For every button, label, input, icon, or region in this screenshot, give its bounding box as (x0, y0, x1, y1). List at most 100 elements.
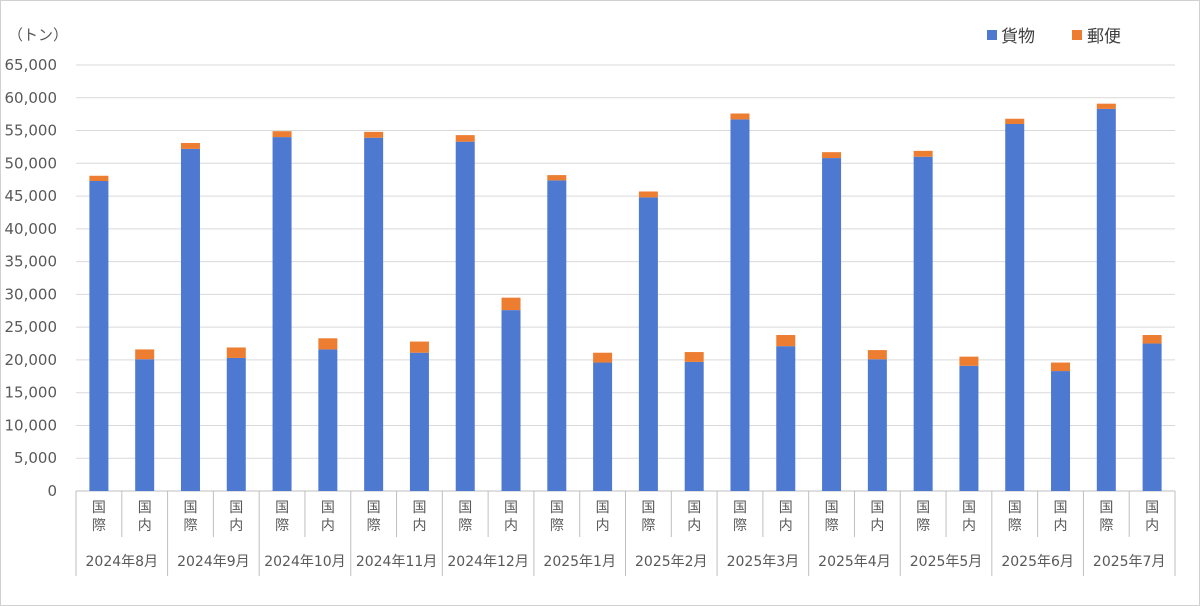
x-category-label: 国 (138, 500, 152, 516)
bar-segment-mail (226, 347, 246, 358)
bar-segment-cargo (501, 310, 521, 491)
x-month-label: 2025年6月 (1001, 554, 1074, 570)
legend: 貨物 郵便 (987, 27, 1121, 47)
x-category-label: 国 (733, 500, 747, 516)
x-category-label: 内 (687, 518, 701, 534)
x-category-label: 際 (641, 518, 655, 534)
bar-segment-cargo (1142, 343, 1162, 491)
x-category-label: 国 (183, 500, 197, 516)
x-category-label: 国 (275, 500, 289, 516)
bar-segment-mail (180, 142, 200, 149)
bar-segment-mail (455, 135, 475, 142)
x-category-label: 国 (1008, 500, 1022, 516)
x-category-label: 内 (138, 518, 152, 534)
bar-segment-cargo (959, 365, 979, 491)
y-axis-unit-label: （トン） (8, 26, 68, 44)
x-category-label: 内 (229, 518, 243, 534)
x-category-label: 国 (1099, 500, 1113, 516)
bar-segment-mail (959, 356, 979, 366)
x-month-label: 2025年7月 (1093, 554, 1166, 570)
x-category-label: 内 (1054, 518, 1068, 534)
bar-segment-cargo (913, 156, 933, 491)
bar-segment-cargo (364, 137, 384, 492)
x-category-label: 国 (321, 500, 335, 516)
bar-segment-cargo (684, 361, 704, 491)
bars (89, 103, 1162, 492)
x-category-label: 国 (367, 500, 381, 516)
bar-segment-mail (89, 175, 109, 182)
bar-segment-cargo (409, 352, 429, 491)
x-category-label: 際 (92, 518, 106, 534)
x-month-label: 2024年10月 (264, 554, 345, 570)
legend-swatch-cargo (987, 30, 997, 40)
bar-segment-cargo (593, 362, 613, 491)
y-tick-label: 50,000 (5, 154, 58, 172)
x-category-label: 際 (1008, 518, 1022, 534)
x-category-label: 際 (733, 518, 747, 534)
x-month-label: 2025年1月 (543, 554, 616, 570)
bar-segment-cargo (1005, 123, 1025, 491)
bar-segment-mail (730, 113, 750, 120)
x-category-label: 国 (825, 500, 839, 516)
x-category-label: 際 (825, 518, 839, 534)
x-category-label: 際 (458, 518, 472, 534)
bar-segment-cargo (867, 359, 887, 491)
y-tick-label: 25,000 (5, 318, 58, 336)
x-category-label: 国 (962, 500, 976, 516)
x-category-label: 内 (870, 518, 884, 534)
y-tick-label: 45,000 (5, 187, 58, 205)
bar-segment-cargo (1096, 108, 1116, 491)
x-category-label: 国 (412, 500, 426, 516)
bar-segment-mail (364, 131, 384, 138)
x-category-label: 内 (962, 518, 976, 534)
bar-segment-mail (1142, 335, 1162, 344)
x-category-label: 国 (596, 500, 610, 516)
x-category-label: 国 (458, 500, 472, 516)
x-month-label: 2024年12月 (447, 554, 528, 570)
bar-segment-cargo (455, 141, 475, 491)
x-category-label: 国 (1145, 500, 1159, 516)
bar-segment-mail (1005, 118, 1025, 124)
y-tick-label: 10,000 (5, 416, 58, 434)
bar-segment-mail (776, 335, 796, 347)
bar-segment-mail (272, 131, 292, 138)
bar-segment-mail (593, 352, 613, 363)
x-month-label: 2024年11月 (356, 554, 437, 570)
x-category-label: 内 (412, 518, 426, 534)
y-tick-label: 55,000 (5, 122, 58, 140)
x-category-label: 内 (596, 518, 610, 534)
y-tick-label: 15,000 (5, 384, 58, 402)
y-tick-label: 5,000 (14, 449, 57, 467)
bar-segment-cargo (638, 197, 658, 491)
x-category-label: 際 (916, 518, 930, 534)
bar-segment-mail (822, 152, 842, 159)
x-category-label: 国 (229, 500, 243, 516)
x-category-label: 国 (870, 500, 884, 516)
bar-segment-cargo (1051, 371, 1071, 491)
x-category-label: 国 (641, 500, 655, 516)
bar-segment-mail (547, 175, 567, 181)
y-axis-ticks: 0 5,000 10,000 15,000 20,000 25,000 30,000 35,0… (5, 56, 58, 500)
bar-segment-cargo (776, 346, 796, 491)
legend-label-mail: 郵便 (1087, 27, 1121, 47)
bar-segment-mail (318, 338, 338, 350)
x-month-label: 2024年8月 (86, 554, 159, 570)
legend-swatch-mail (1072, 30, 1082, 40)
x-category-label: 際 (183, 518, 197, 534)
bar-segment-mail (409, 341, 429, 353)
x-month-label: 2025年3月 (727, 554, 800, 570)
bar-segment-cargo (226, 357, 246, 491)
bar-segment-cargo (272, 137, 292, 492)
x-category-label: 内 (779, 518, 793, 534)
x-category-label: 際 (275, 518, 289, 534)
bar-segment-cargo (822, 158, 842, 491)
bar-segment-mail (135, 349, 155, 360)
bar-segment-cargo (730, 119, 750, 492)
x-category-label: 国 (916, 500, 930, 516)
x-axis: 国際国内国際国内国際国内国際国内国際国内国際国内国際国内国際国内国際国内国際国内… (75, 491, 1176, 576)
bar-segment-mail (913, 150, 933, 157)
x-category-label: 国 (92, 500, 106, 516)
y-tick-label: 20,000 (5, 351, 58, 369)
